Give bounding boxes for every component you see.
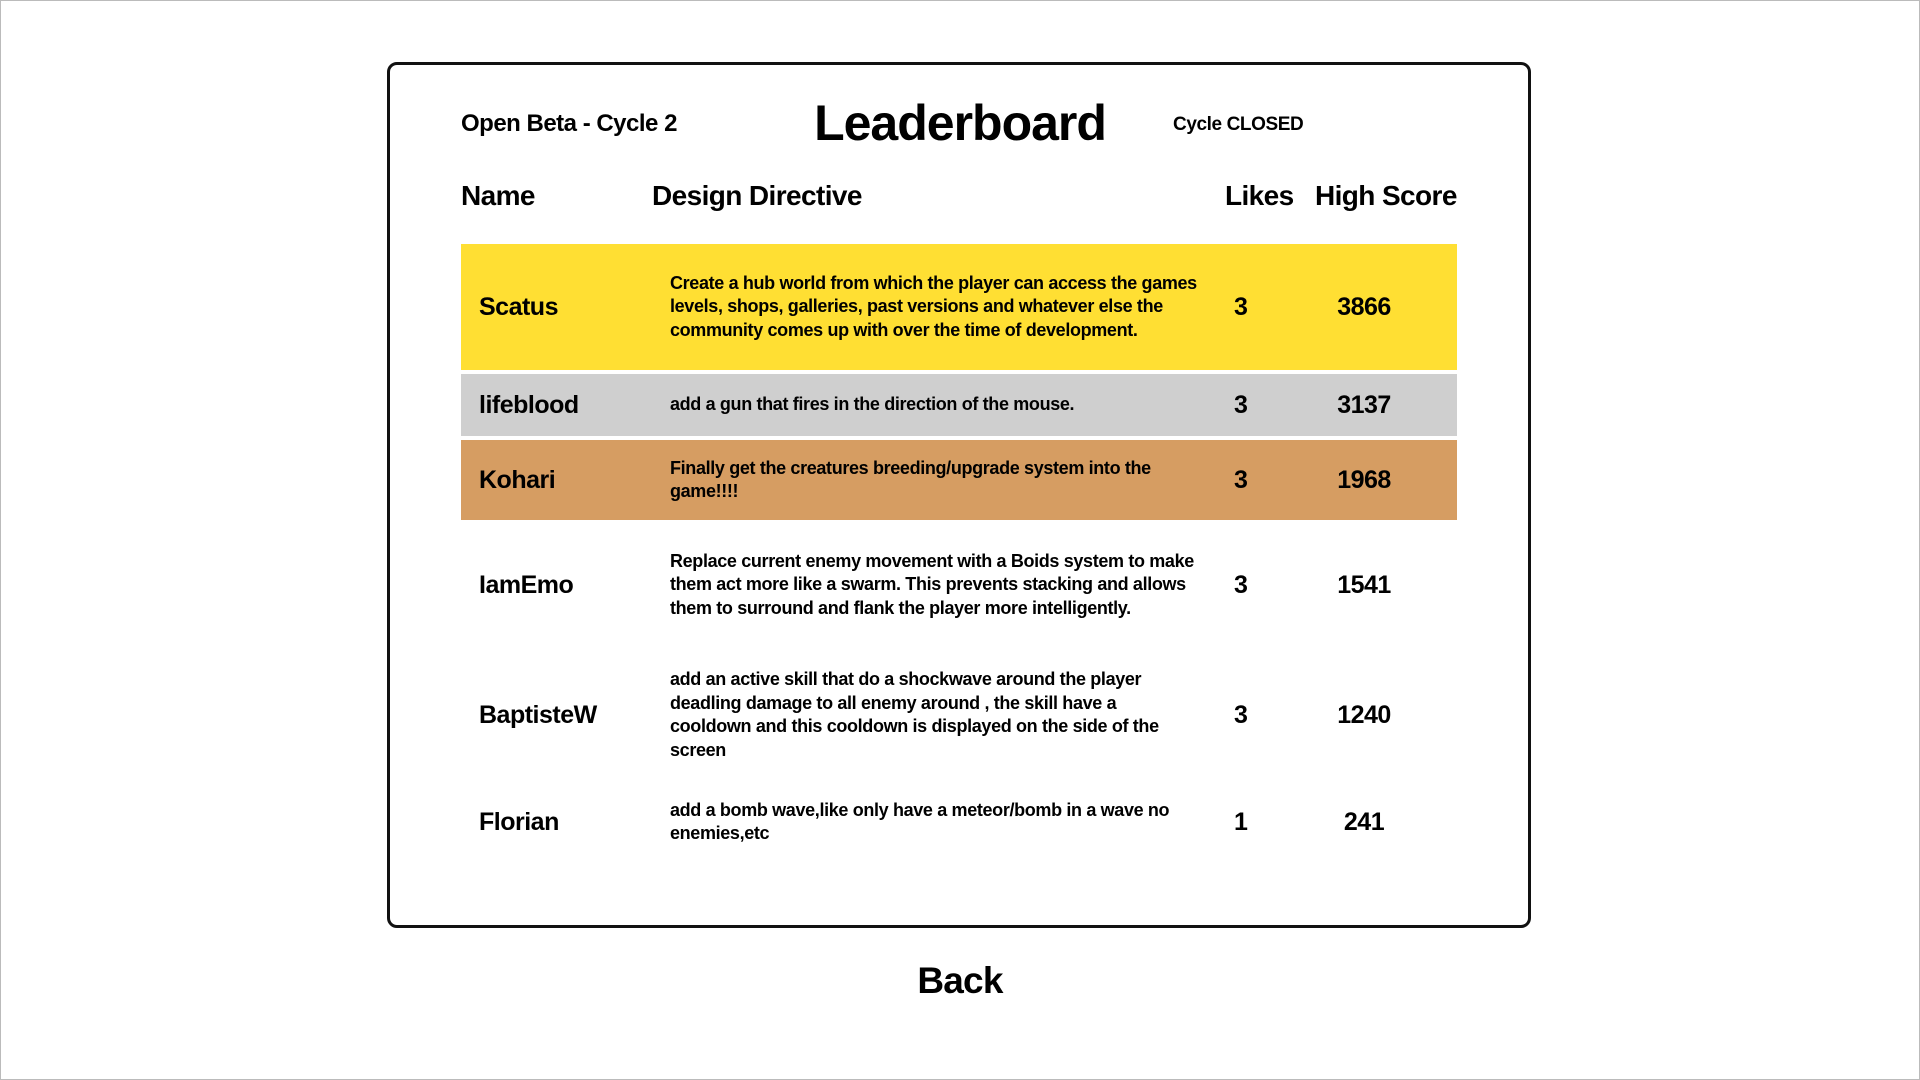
table-row: IamEmo Replace current enemy movement wit… — [461, 524, 1457, 646]
table-row: Florian add a bomb wave,like only have a … — [461, 784, 1457, 860]
design-directive: add a bomb wave,like only have a meteor/… — [670, 799, 1170, 844]
player-name: Scatus — [479, 292, 558, 321]
table-row: Scatus Create a hub world from which the … — [461, 244, 1457, 370]
column-header-high-score: High Score — [1315, 180, 1457, 211]
column-header-likes: Likes — [1225, 180, 1294, 211]
high-score: 241 — [1343, 807, 1385, 836]
cycle-status: Cycle CLOSED — [1173, 114, 1304, 135]
likes-count: 3 — [1234, 390, 1248, 419]
page-title: Leaderboard — [814, 95, 1107, 151]
likes-count: 3 — [1234, 465, 1248, 494]
high-score: 1968 — [1337, 465, 1391, 494]
player-name: IamEmo — [479, 570, 574, 599]
design-directive: Finally get the creatures breeding/upgra… — [670, 457, 1151, 502]
likes-count: 1 — [1234, 807, 1248, 836]
high-score: 1240 — [1337, 700, 1391, 729]
high-score: 3137 — [1337, 390, 1391, 419]
column-header-directive: Design Directive — [652, 180, 862, 211]
design-directive: Create a hub world from which the player… — [670, 272, 1197, 340]
high-score: 3866 — [1337, 292, 1391, 321]
leaderboard-panel — [387, 62, 1531, 928]
table-row: BaptisteW add an active skill that do a s… — [461, 650, 1457, 780]
design-directive: add an active skill that do a shockwave … — [670, 669, 1159, 760]
likes-count: 3 — [1234, 570, 1248, 599]
player-name: BaptisteW — [479, 700, 597, 729]
likes-count: 3 — [1234, 292, 1248, 321]
player-name: Florian — [479, 807, 559, 836]
likes-count: 3 — [1234, 700, 1248, 729]
cycle-subtitle: Open Beta - Cycle 2 — [461, 110, 677, 137]
table-row: lifeblood add a gun that fires in the dir… — [461, 374, 1457, 436]
player-name: lifeblood — [479, 390, 579, 419]
back-button[interactable]: Back — [917, 960, 1003, 1001]
table-row: Kohari Finally get the creatures breeding… — [461, 440, 1457, 520]
leaderboard-table: Scatus Create a hub world from which the … — [461, 244, 1457, 864]
column-header-name: Name — [461, 180, 535, 211]
design-directive: add a gun that fires in the direction of… — [670, 394, 1075, 415]
player-name: Kohari — [479, 465, 556, 494]
high-score: 1541 — [1337, 570, 1391, 599]
design-directive: Replace current enemy movement with a Bo… — [670, 550, 1194, 618]
